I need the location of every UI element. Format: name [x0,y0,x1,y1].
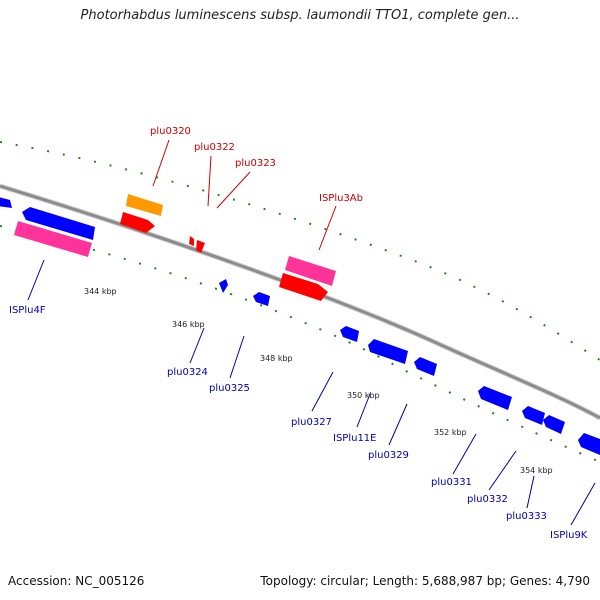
gene-label-ispl9k[interactable]: ISPlu9K [550,530,588,541]
gene-label-plu0327[interactable]: plu0327 [291,417,332,428]
leader-ispl3ab [318,205,337,251]
topology-text: Topology: circular; Length: 5,688,987 bp… [260,574,590,588]
gene-plu0333-blue[interactable] [543,415,565,434]
leader-plu0333 [526,475,535,509]
gene-red-forward-2[interactable] [279,273,328,301]
gene-label-plu0322[interactable]: plu0322 [194,142,235,153]
gene-label-ispl3ab[interactable]: ISPlu3Ab [319,193,363,204]
gene-red-small-1[interactable] [189,236,194,246]
tick-label: 344 kbp [84,287,117,296]
leader-plu0332 [488,450,517,491]
leader-plu0322 [207,155,212,207]
gene-ispl9k-blue[interactable] [578,433,600,455]
gene-label-plu0329[interactable]: plu0329 [368,450,409,461]
gene-label-plu0332[interactable]: plu0332 [467,494,508,505]
gene-label-ispl4f[interactable]: ISPlu4F [9,305,46,316]
gene-ispl11e-blue[interactable] [368,339,408,364]
leader-plu0331 [452,433,477,475]
leader-plu0323 [216,171,251,209]
gene-label-plu0325[interactable]: plu0325 [209,383,250,394]
map-title: Photorhabdus luminescens subsp. laumondi… [80,8,520,23]
gene-plu0332-blue[interactable] [522,406,545,425]
gene-plu0320-orange[interactable] [126,194,163,216]
gene-plu0327-blue[interactable] [340,326,359,342]
gene-red-small-2[interactable] [196,240,205,253]
leader-plu0320 [152,139,170,187]
gene-ispl3ab-pink[interactable] [285,256,336,286]
gene-label-plu0324[interactable]: plu0324 [167,367,208,378]
gene-plu0325-blue[interactable] [253,292,270,306]
tick-label: 346 kbp [172,320,205,329]
genome-backbone-core [0,184,600,420]
gene-plu0331-blue[interactable] [478,386,512,410]
leader-ispl9k [570,482,596,526]
tick-label: 352 kbp [434,428,467,437]
gene-label-plu0331[interactable]: plu0331 [431,477,472,488]
gene-label-plu0323[interactable]: plu0323 [235,158,276,169]
leader-plu0327 [311,371,334,412]
gene-label-ispl11e[interactable]: ISPlu11E [333,433,377,444]
leader-plu0325 [229,335,245,379]
tick-label: 348 kbp [260,354,293,363]
gene-ispl4f-pink[interactable] [14,221,92,257]
tick-label: 350 kbp [347,391,380,400]
gene-label-plu0320[interactable]: plu0320 [150,126,191,137]
gene-blue-reverse-1[interactable] [22,207,95,240]
gene-label-plu0333[interactable]: plu0333 [506,511,547,522]
gene-blue-left-edge[interactable] [0,196,12,208]
accession-text: Accession: NC_005126 [8,574,145,588]
tick-label: 354 kbp [520,466,553,475]
leader-ispl4f [27,259,45,301]
gene-red-forward-1[interactable] [120,212,155,233]
genome-backbone [0,183,600,421]
gene-plu0324-blue[interactable] [219,279,228,293]
gene-plu0329-blue[interactable] [414,357,437,376]
leader-ispl11e [356,393,371,428]
leader-plu0324 [189,327,205,364]
outer-tick-ring [0,141,600,361]
leader-plu0329 [388,403,408,446]
